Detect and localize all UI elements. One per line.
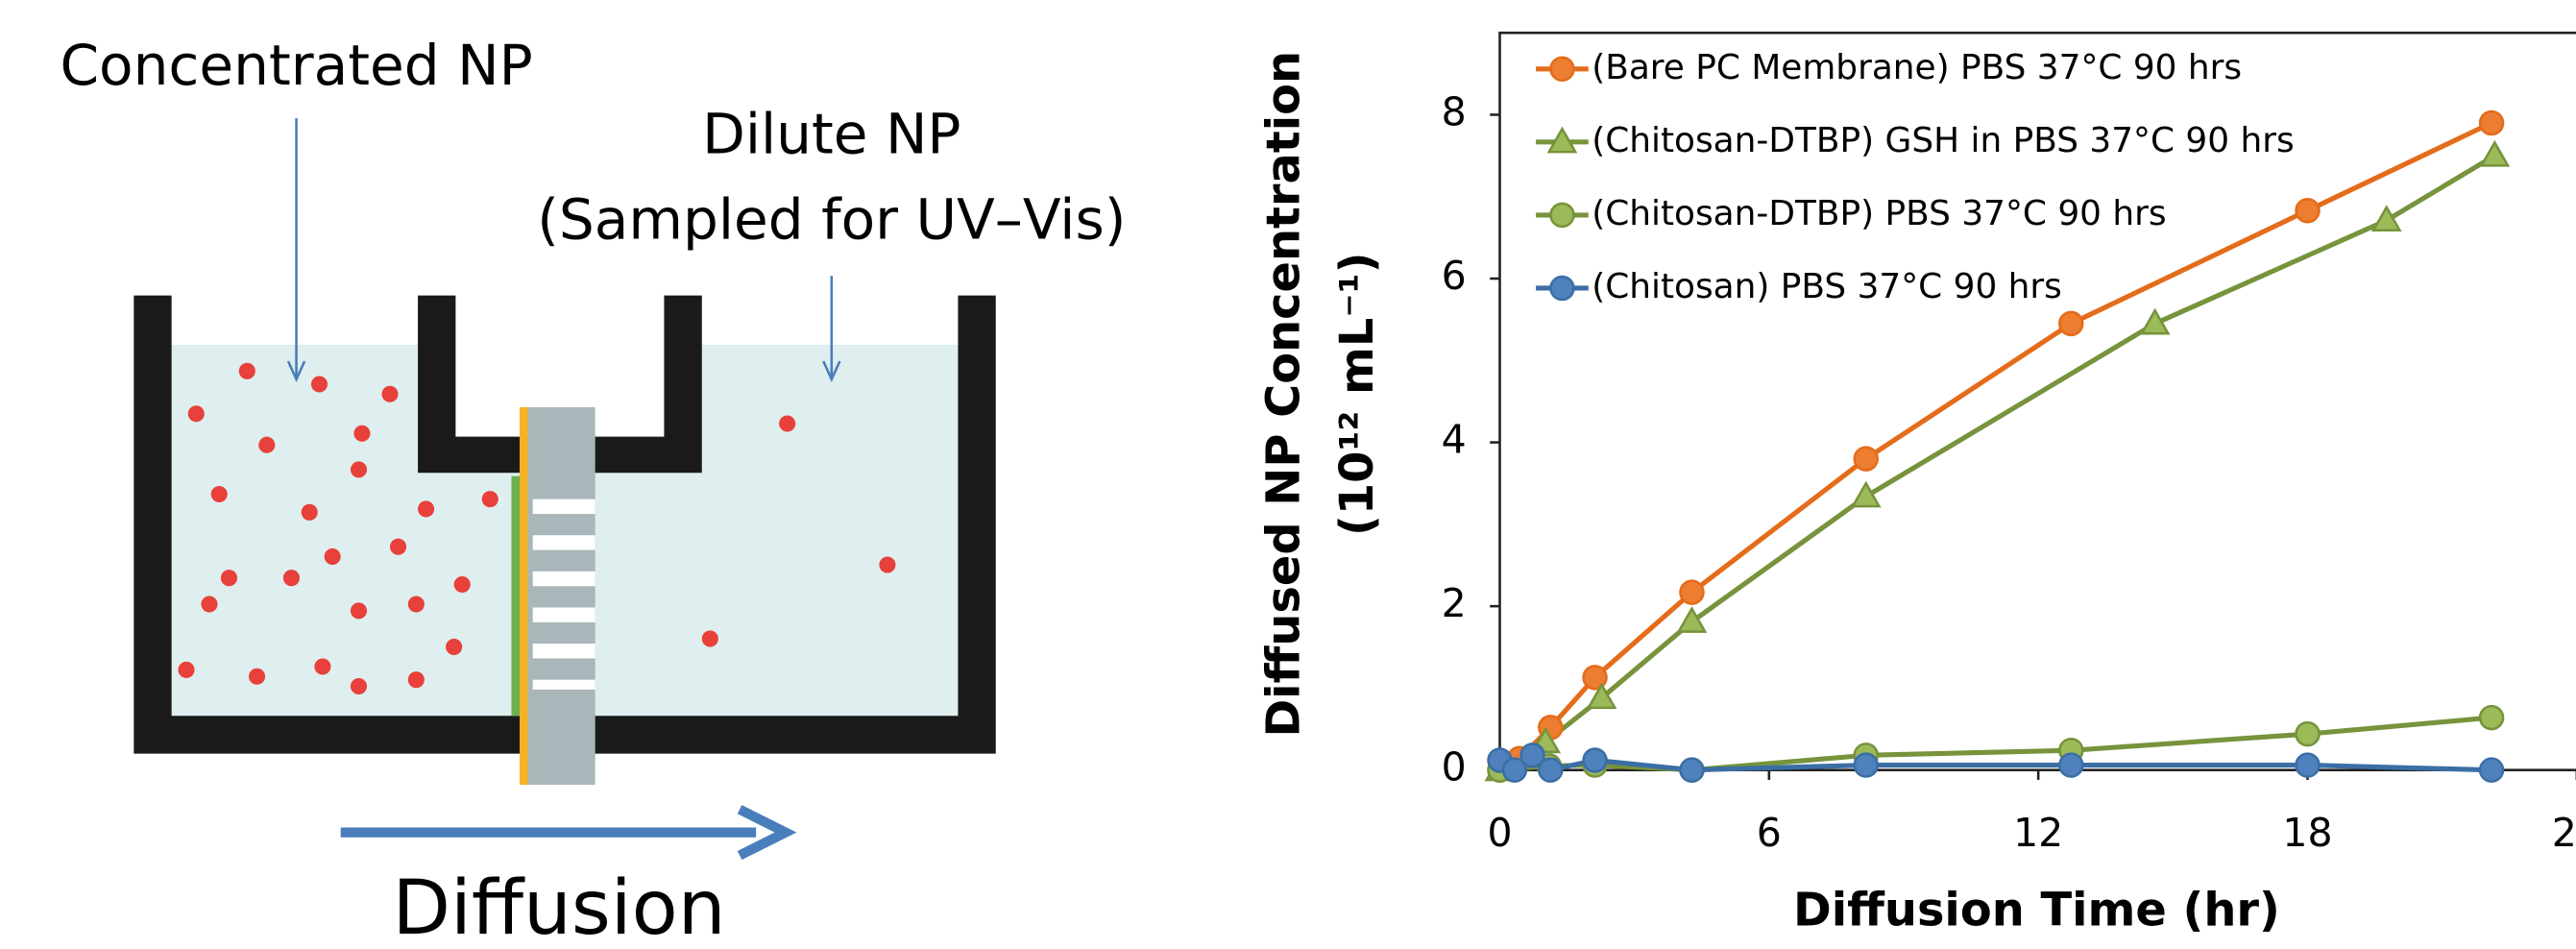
y-axis-title: (10¹² mL⁻¹) — [1331, 252, 1384, 536]
marker — [1549, 202, 1575, 229]
diagram: Concentrated NP Dilute NP (Sampled for U… — [60, 33, 1126, 949]
series-line — [1498, 752, 2492, 773]
x-tick-label: 6 — [1757, 810, 1782, 856]
pores — [532, 499, 595, 690]
marker — [2479, 139, 2511, 167]
marker — [1850, 480, 1882, 508]
marker — [1679, 757, 1705, 783]
marker — [2295, 197, 2321, 224]
marker — [1853, 446, 1880, 472]
series-line — [1499, 715, 2492, 773]
y-tick-label: 6 — [1442, 253, 1467, 299]
marker — [1586, 682, 1617, 710]
chitosan-layer — [511, 475, 521, 717]
legend-label: (Chitosan-DTBP) PBS 37°C 90 hrs — [1592, 194, 2166, 233]
marker — [2370, 205, 2402, 232]
coating — [520, 406, 528, 786]
y-tick-label: 2 — [1442, 580, 1467, 626]
marker — [1546, 126, 1578, 154]
marker — [2058, 752, 2084, 778]
marker — [1519, 742, 1545, 768]
sample-arrows — [286, 118, 841, 382]
y-tick-label: 0 — [1442, 744, 1467, 791]
marker — [1676, 606, 1708, 633]
legend-label: (Chitosan-DTBP) GSH in PBS 37°C 90 hrs — [1592, 121, 2294, 160]
legend-label: (Bare PC Membrane) PBS 37°C 90 hrs — [1592, 48, 2242, 87]
marker — [2139, 307, 2171, 335]
x-axis-title: Diffusion Time (hr) — [1793, 884, 2280, 937]
marker — [1582, 665, 1608, 691]
x-tick-label: 0 — [1487, 810, 1512, 856]
label: Dilute NP — [702, 102, 960, 167]
marker — [2295, 752, 2321, 778]
x-tick-label: 12 — [2013, 810, 2063, 856]
y-axis-title: Diffused NP Concentration — [1257, 51, 1310, 738]
marker — [2058, 310, 2084, 337]
label: (Sampled for UV–Vis) — [537, 187, 1126, 253]
marker — [1549, 275, 1575, 302]
diffusion-arrow-head — [737, 805, 797, 861]
nanoparticles — [178, 362, 896, 695]
label: Concentrated NP — [60, 33, 532, 98]
marker — [1549, 56, 1575, 83]
marker — [1538, 757, 1564, 783]
marker — [2478, 704, 2505, 731]
x-tick-label: 18 — [2282, 810, 2332, 856]
y-tick-label: 8 — [1442, 88, 1467, 134]
x-tick-label: 24 — [2552, 810, 2576, 856]
marker — [1853, 752, 1880, 778]
marker — [2478, 110, 2505, 136]
chart: Diffusion Time (hr) Diffused NP Concentr… — [1257, 31, 2576, 937]
legend-label: (Chitosan) PBS 37°C 90 hrs — [1592, 267, 2062, 306]
label: Diffusion — [393, 864, 726, 949]
y-tick-label: 4 — [1442, 417, 1467, 463]
marker — [2295, 720, 2321, 747]
marker — [1582, 747, 1608, 773]
marker — [1679, 579, 1705, 605]
series-line — [1498, 153, 2496, 772]
marker — [2478, 757, 2505, 783]
marker — [1501, 757, 1528, 783]
membrane — [525, 406, 595, 786]
